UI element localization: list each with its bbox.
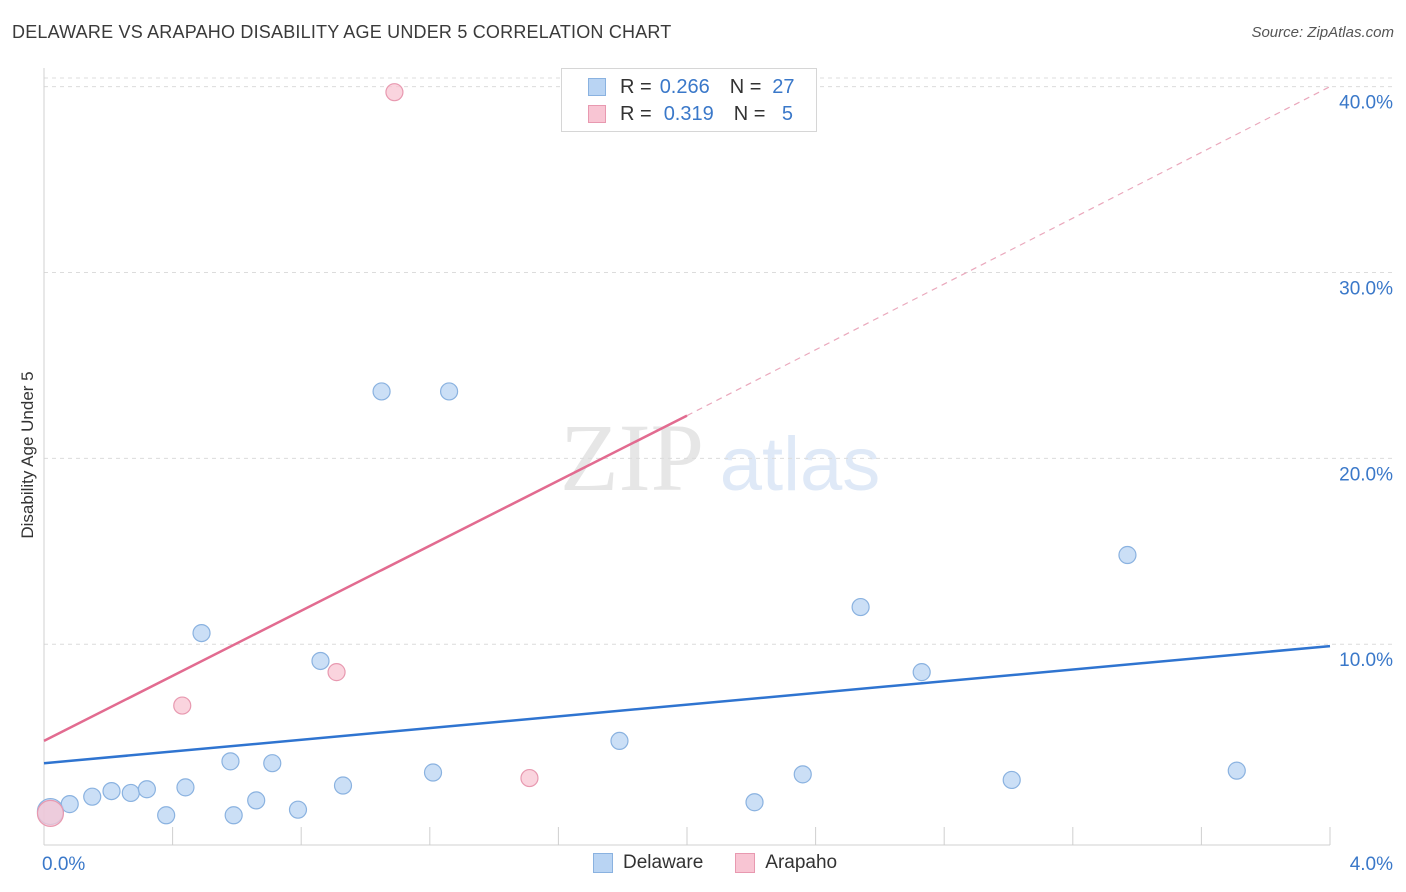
- delaware-point: [288, 800, 308, 819]
- delaware-point: [793, 765, 812, 784]
- arapaho-n-value: 5: [781, 102, 793, 125]
- legend-item-arapaho: Arapaho: [735, 852, 837, 874]
- trend-lines: [43, 86, 1331, 765]
- r-label: R =: [620, 75, 652, 98]
- delaware-point: [1002, 770, 1021, 790]
- x-tick-label: 0.0%: [42, 854, 85, 875]
- arapaho-point: [36, 799, 65, 827]
- arapaho-legend-label: Arapaho: [765, 852, 838, 873]
- watermark-zip: ZIP: [560, 404, 704, 511]
- delaware-point: [137, 780, 156, 799]
- delaware-point: [60, 795, 79, 814]
- axes: [43, 68, 1331, 846]
- delaware-legend-label: Delaware: [623, 852, 704, 873]
- delaware-point: [851, 597, 870, 617]
- chart-title: DELAWARE VS ARAPAHO DISABILITY AGE UNDER…: [12, 22, 672, 42]
- watermark: ZIP atlas: [560, 404, 880, 511]
- y-tick-label: 30.0%: [1339, 278, 1393, 299]
- series-legend: Delaware Arapaho: [593, 852, 869, 874]
- y-axis-label: Disability Age Under 5: [18, 371, 37, 539]
- legend-item-delaware: Delaware: [593, 852, 703, 874]
- delaware-point: [192, 623, 211, 643]
- y-tick-label: 40.0%: [1339, 93, 1393, 114]
- delaware-n-value: 27: [772, 75, 795, 98]
- delaware-point: [83, 787, 102, 806]
- delaware-point: [221, 752, 240, 771]
- arapaho-point: [173, 696, 192, 715]
- y-tick-label: 20.0%: [1339, 464, 1393, 485]
- arapaho-point: [327, 663, 346, 682]
- watermark-atlas: atlas: [720, 422, 881, 507]
- arapaho-trend-line: [43, 414, 688, 743]
- legend-row-arapaho: R = 0.319 N = 5: [588, 103, 805, 125]
- x-tick-label: 4.0%: [1350, 854, 1393, 875]
- arapaho-point: [520, 768, 539, 788]
- delaware-point: [333, 776, 353, 795]
- stats-legend: R = 0.266 N = 27 R = 0.319 N = 5: [561, 68, 817, 132]
- delaware-point: [610, 731, 629, 751]
- n-label: N =: [733, 102, 766, 125]
- delaware-point: [247, 791, 266, 810]
- delaware-point: [311, 651, 330, 671]
- arapaho-swatch: [588, 105, 606, 123]
- delaware-point: [372, 382, 391, 401]
- delaware-point: [176, 778, 195, 797]
- r-label: R =: [620, 102, 652, 125]
- delaware-point: [263, 754, 282, 773]
- tick-labels: 10.0% 20.0% 30.0% 40.0% 0.0% 4.0%: [42, 93, 1393, 875]
- data-points: [36, 83, 1246, 827]
- delaware-point: [423, 763, 443, 782]
- delaware-point: [1118, 545, 1137, 565]
- delaware-point: [224, 806, 243, 825]
- delaware-swatch: [588, 78, 606, 96]
- arapaho-trend-extension: [686, 86, 1331, 417]
- delaware-point: [439, 382, 459, 401]
- arapaho-point: [385, 83, 404, 102]
- delaware-legend-swatch: [593, 853, 613, 873]
- delaware-point: [121, 783, 140, 803]
- delaware-point: [102, 781, 121, 801]
- delaware-point: [1227, 761, 1246, 780]
- legend-row-delaware: R = 0.266 N = 27: [588, 76, 801, 98]
- delaware-point: [912, 663, 931, 682]
- delaware-trend-line: [43, 644, 1331, 765]
- gridlines: [44, 77, 1392, 645]
- arapaho-legend-swatch: [735, 853, 756, 873]
- delaware-point: [745, 793, 764, 812]
- y-tick-label: 10.0%: [1339, 650, 1393, 671]
- delaware-r-value: 0.266: [659, 75, 710, 98]
- arapaho-r-value: 0.319: [663, 102, 714, 125]
- n-label: N =: [729, 75, 762, 98]
- source-note: Source: ZipAtlas.com: [1251, 24, 1394, 41]
- delaware-point: [157, 806, 176, 825]
